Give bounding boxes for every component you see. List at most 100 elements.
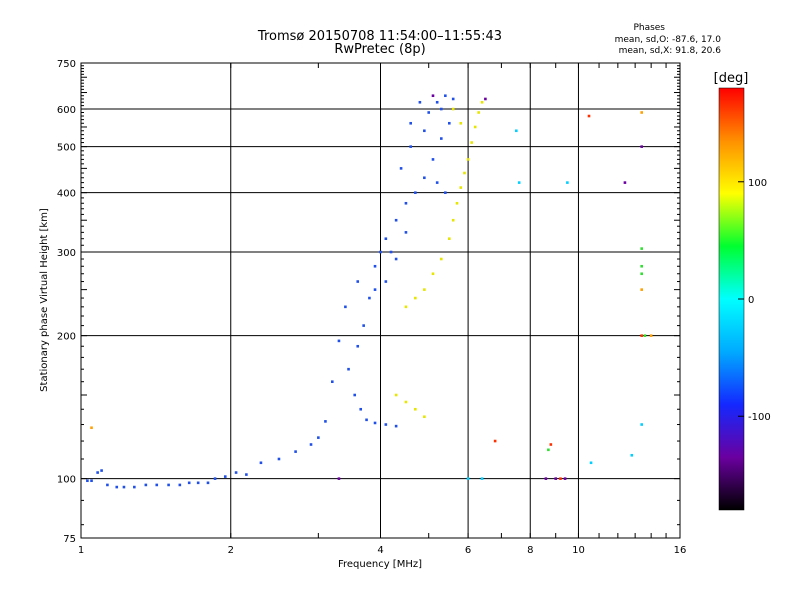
data-point	[559, 477, 562, 480]
data-point	[466, 158, 470, 161]
data-point	[365, 418, 368, 422]
data-point	[144, 483, 148, 487]
data-point	[473, 125, 477, 129]
data-point	[423, 288, 426, 291]
data-point	[399, 167, 403, 170]
chart-title-line1: Tromsø 20150708 11:54:00–11:55:43	[257, 29, 502, 44]
data-point	[356, 344, 360, 348]
y-tick-label: 300	[57, 248, 76, 259]
x-tick-label: 2	[228, 545, 234, 556]
grid-lines	[81, 63, 680, 538]
data-point	[223, 475, 227, 478]
x-axis-label: Frequency [MHz]	[338, 559, 422, 570]
data-point	[404, 231, 408, 234]
data-point	[294, 450, 297, 453]
data-point	[447, 237, 451, 241]
data-point	[213, 477, 217, 480]
data-point	[196, 481, 200, 485]
data-point	[394, 424, 398, 428]
y-tick-label: 750	[57, 59, 76, 70]
data-point	[427, 111, 431, 114]
data-point	[337, 339, 341, 343]
data-point	[589, 461, 593, 465]
data-point	[439, 257, 443, 261]
data-point	[480, 100, 484, 104]
phase-stats-x: mean, sd,X: 91.8, 20.6	[619, 46, 722, 56]
data-point	[431, 158, 435, 161]
data-point	[463, 171, 466, 175]
data-point	[167, 483, 170, 487]
data-point	[187, 481, 191, 485]
data-point	[115, 485, 119, 489]
data-point	[640, 423, 643, 426]
data-point	[414, 407, 417, 411]
data-point	[587, 114, 591, 118]
data-point	[563, 477, 567, 480]
data-point	[515, 129, 518, 133]
data-point	[451, 97, 455, 101]
data-point	[344, 305, 347, 309]
data-point	[384, 237, 388, 241]
data-point	[451, 218, 455, 222]
data-point	[330, 380, 334, 383]
data-point	[643, 334, 647, 337]
colorbar-label: [deg]	[714, 71, 749, 86]
x-tick-label: 6	[465, 545, 471, 556]
colorbar-tick-label: 0	[748, 295, 754, 306]
data-point	[435, 181, 439, 184]
data-point	[640, 264, 643, 268]
data-point	[309, 443, 313, 446]
data-point	[640, 272, 643, 276]
data-point	[459, 186, 463, 189]
data-point	[86, 479, 89, 483]
data-point	[431, 94, 435, 98]
data-point	[106, 483, 109, 487]
data-point	[423, 415, 426, 419]
data-point	[640, 247, 643, 250]
data-point	[480, 477, 484, 480]
data-points	[86, 94, 653, 489]
axis-ticks: 1 2 4 6 8 10 16 75 100 200 300 400 500 600 750	[57, 59, 686, 556]
data-point	[451, 107, 455, 111]
data-point	[554, 477, 557, 480]
chart-title-line2: RwPretec (8p)	[334, 42, 425, 57]
y-tick-label: 400	[57, 189, 76, 200]
data-point	[100, 469, 103, 472]
data-point	[206, 481, 210, 485]
data-point	[409, 121, 412, 125]
x-tick-label: 4	[377, 545, 383, 556]
data-point	[155, 483, 159, 487]
data-point	[423, 129, 426, 133]
data-point	[337, 477, 341, 480]
data-point	[362, 324, 365, 327]
data-point	[90, 479, 93, 483]
data-point	[379, 250, 382, 254]
colorbar-ticks: -100 0 100	[738, 178, 771, 423]
data-point	[640, 145, 643, 148]
data-point	[444, 94, 447, 98]
data-point	[544, 477, 548, 480]
y-tick-label: 500	[57, 143, 76, 154]
phase-stats-o: mean, sd,O: -87.6, 17.0	[615, 35, 722, 45]
x-tick-label: 16	[674, 545, 687, 556]
data-point	[178, 483, 182, 487]
data-point	[414, 296, 417, 300]
data-point	[404, 201, 408, 205]
data-point	[317, 436, 320, 439]
data-point	[640, 288, 643, 291]
data-point	[640, 334, 643, 337]
data-point	[234, 471, 238, 474]
data-point	[470, 141, 473, 144]
data-point	[356, 280, 360, 283]
data-point	[439, 137, 443, 140]
data-point	[384, 280, 388, 283]
data-point	[404, 305, 408, 309]
data-point	[404, 400, 408, 404]
data-point	[277, 457, 281, 461]
data-point	[447, 121, 451, 125]
data-point	[549, 443, 553, 446]
data-point	[347, 367, 350, 371]
x-tick-label: 1	[78, 545, 84, 556]
data-point	[324, 420, 327, 423]
